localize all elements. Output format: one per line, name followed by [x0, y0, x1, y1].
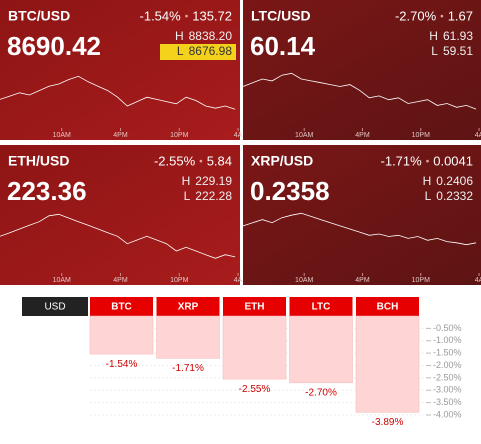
x-tick-label: 4PM [113, 132, 128, 139]
price: 60.14 [250, 31, 316, 61]
tile [0, 0, 240, 140]
bar [89, 315, 154, 355]
high-value: 229.19 [195, 174, 232, 188]
x-tick-label: 10AM [295, 132, 313, 139]
high-label: H [182, 174, 191, 188]
tile [0, 145, 240, 285]
change-abs: 135.72 [192, 8, 232, 23]
x-tick-label: 4PM [355, 132, 370, 139]
x-tick-label: 10PM [170, 277, 188, 284]
separator: • [440, 12, 444, 23]
y-tick-label: -0.50% [433, 323, 462, 333]
y-tick-label: -2.00% [433, 360, 462, 370]
x-tick-label: 4A [475, 132, 481, 139]
price: 223.36 [7, 176, 87, 206]
change: -1.71% [381, 153, 423, 168]
tab [356, 297, 419, 316]
high-value: 8838.20 [189, 29, 233, 43]
low-value: 222.28 [195, 189, 232, 203]
tab [223, 297, 286, 316]
separator: • [199, 157, 203, 168]
bar [355, 315, 420, 413]
tab [289, 297, 353, 316]
value-label: -1.54% [106, 359, 138, 370]
x-tick-label: 10PM [412, 132, 430, 139]
change: -2.55% [154, 153, 196, 168]
change-abs: 0.0041 [433, 153, 473, 168]
tab-label: ETH [245, 302, 265, 313]
x-tick-label: 10PM [412, 277, 430, 284]
y-tick-label: -1.00% [433, 335, 462, 345]
tab-label: BTC [111, 302, 132, 313]
price: 8690.42 [7, 31, 101, 61]
low-label: L [184, 189, 191, 203]
low-value: 8676.98 [189, 44, 233, 58]
high-value: 61.93 [443, 29, 473, 43]
x-tick-label: 10PM [170, 132, 188, 139]
value-label: -1.71% [172, 363, 204, 374]
y-tick-label: -3.50% [433, 397, 462, 407]
tab-label: LTC [312, 302, 331, 313]
bar [289, 315, 353, 384]
high-label: H [429, 29, 438, 43]
separator: • [426, 157, 430, 168]
bar [156, 315, 220, 359]
pair: BTC/USD [8, 8, 70, 24]
tab-label: BCH [377, 302, 399, 313]
value-label: -2.70% [305, 387, 337, 398]
y-tick-label: -2.50% [433, 372, 462, 382]
x-tick-label: 4A [234, 277, 243, 284]
tab [156, 297, 220, 316]
x-tick-label: 4PM [113, 277, 128, 284]
price-line [242, 212, 477, 246]
low-label: L [425, 189, 432, 203]
separator: • [185, 12, 189, 23]
x-tick-label: 4PM [355, 277, 370, 284]
y-tick-label: -3.00% [433, 385, 462, 395]
bar [222, 315, 287, 380]
x-tick-label: 10AM [295, 277, 313, 284]
value-label: -2.55% [239, 384, 271, 395]
value-label: -3.89% [372, 417, 404, 428]
tab [90, 297, 153, 316]
price-line [242, 72, 477, 110]
price: 0.2358 [250, 176, 330, 206]
high-label: H [423, 174, 432, 188]
change-abs: 5.84 [207, 153, 232, 168]
price-line [0, 213, 236, 259]
low-label: L [177, 44, 184, 58]
x-tick-label: 10AM [53, 132, 71, 139]
low-label: L [431, 44, 438, 58]
pair: LTC/USD [251, 8, 311, 24]
y-tick-label: -4.00% [433, 409, 462, 419]
low-value: 59.51 [443, 44, 473, 58]
x-tick-label: 4A [475, 277, 481, 284]
high-value: 0.2406 [436, 174, 473, 188]
y-tick-label: -1.50% [433, 348, 462, 358]
x-tick-label: 4A [234, 132, 243, 139]
tile [243, 145, 481, 285]
pair: ETH/USD [8, 153, 69, 169]
x-tick-label: 10AM [53, 277, 71, 284]
change: -2.70% [395, 8, 437, 23]
low-value: 0.2332 [436, 189, 473, 203]
pair: XRP/USD [251, 153, 313, 169]
low-highlight [160, 44, 236, 60]
corner [22, 297, 88, 316]
price-line [0, 75, 236, 110]
tab-label: XRP [178, 302, 199, 313]
tile [243, 0, 481, 140]
change-abs: 1.67 [448, 8, 473, 23]
change: -1.54% [140, 8, 182, 23]
corner-label: USD [44, 302, 65, 313]
high-label: H [175, 29, 184, 43]
